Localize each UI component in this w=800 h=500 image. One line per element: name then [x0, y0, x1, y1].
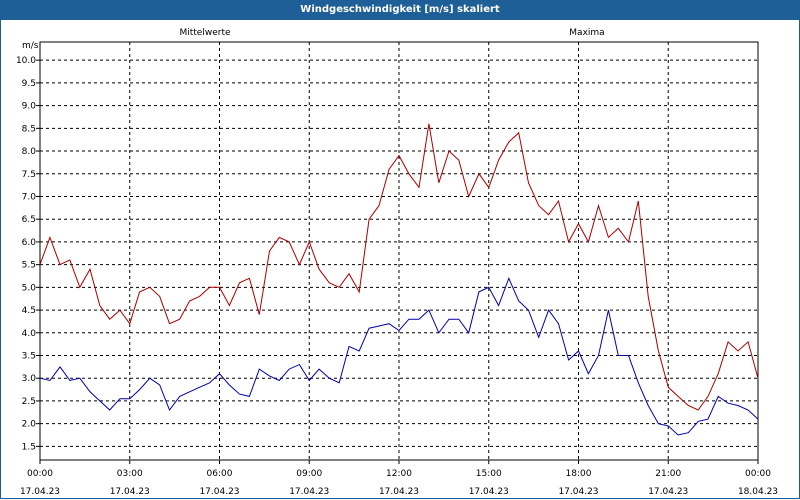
y-tick-label: 1.5 [22, 442, 36, 452]
y-tick-label: 3.0 [22, 374, 37, 384]
x-tick-time: 12:00 [386, 469, 412, 479]
x-tick-time: 00:00 [745, 469, 771, 479]
x-tick-date: 17.04.23 [648, 487, 688, 497]
x-tick-date: 17.04.23 [289, 487, 329, 497]
y-tick-label: 8.0 [22, 147, 37, 157]
y-tick-label: 6.5 [22, 215, 36, 225]
y-tick-label: 5.5 [22, 261, 36, 271]
x-tick-time: 00:00 [27, 469, 53, 479]
legend-mittelwerte: Mittelwerte [179, 28, 230, 38]
y-tick-label: 7.0 [22, 192, 37, 202]
y-tick-label: 7.5 [22, 170, 36, 180]
x-tick-date: 17.04.23 [20, 487, 60, 497]
series-lines [39, 123, 759, 436]
window-title: Windgeschwindigkeit [m/s] skaliert [0, 0, 800, 20]
x-tick-time: 06:00 [207, 469, 233, 479]
y-tick-label: 9.5 [22, 79, 36, 89]
y-axis: 1.5 2.0 2.5 3.0 3.5 4.0 4.5 5.0 5.5 6.0 6.5 7.0 7.5 8… [16, 56, 40, 452]
series-line-mittelwerte [39, 276, 759, 436]
x-tick-date: 17.04.23 [469, 487, 509, 497]
y-tick-label: 9.0 [22, 102, 37, 112]
y-tick-label: 2.5 [22, 397, 36, 407]
x-tick-date: 17.04.23 [379, 487, 419, 497]
x-tick-date: 17.04.23 [110, 487, 150, 497]
y-tick-label: 8.5 [22, 124, 36, 134]
grid [40, 42, 758, 460]
x-tick-date: 17.04.23 [199, 487, 239, 497]
x-tick-time: 15:00 [476, 469, 502, 479]
y-tick-label: 4.0 [22, 329, 37, 339]
y-tick-label: 4.5 [22, 306, 36, 316]
series-line-maxima [39, 123, 759, 411]
x-tick-date: 17.04.23 [558, 487, 598, 497]
x-tick-time: 21:00 [655, 469, 681, 479]
x-axis: 00:00 17.04.23 03:00 17.04.23 06:00 17.04.23 0… [20, 460, 778, 497]
x-tick-time: 18:00 [566, 469, 592, 479]
y-tick-label: 10.0 [16, 56, 36, 66]
y-tick-label: 2.0 [22, 420, 37, 430]
y-tick-label: 3.5 [22, 352, 36, 362]
x-tick-time: 09:00 [296, 469, 322, 479]
x-tick-time: 03:00 [117, 469, 143, 479]
y-axis-label: m/s [22, 41, 39, 51]
legend-maxima: Maxima [569, 28, 604, 38]
x-tick-date: 18.04.23 [738, 487, 778, 497]
y-tick-label: 6.0 [22, 238, 37, 248]
y-tick-label: 5.0 [22, 283, 37, 293]
